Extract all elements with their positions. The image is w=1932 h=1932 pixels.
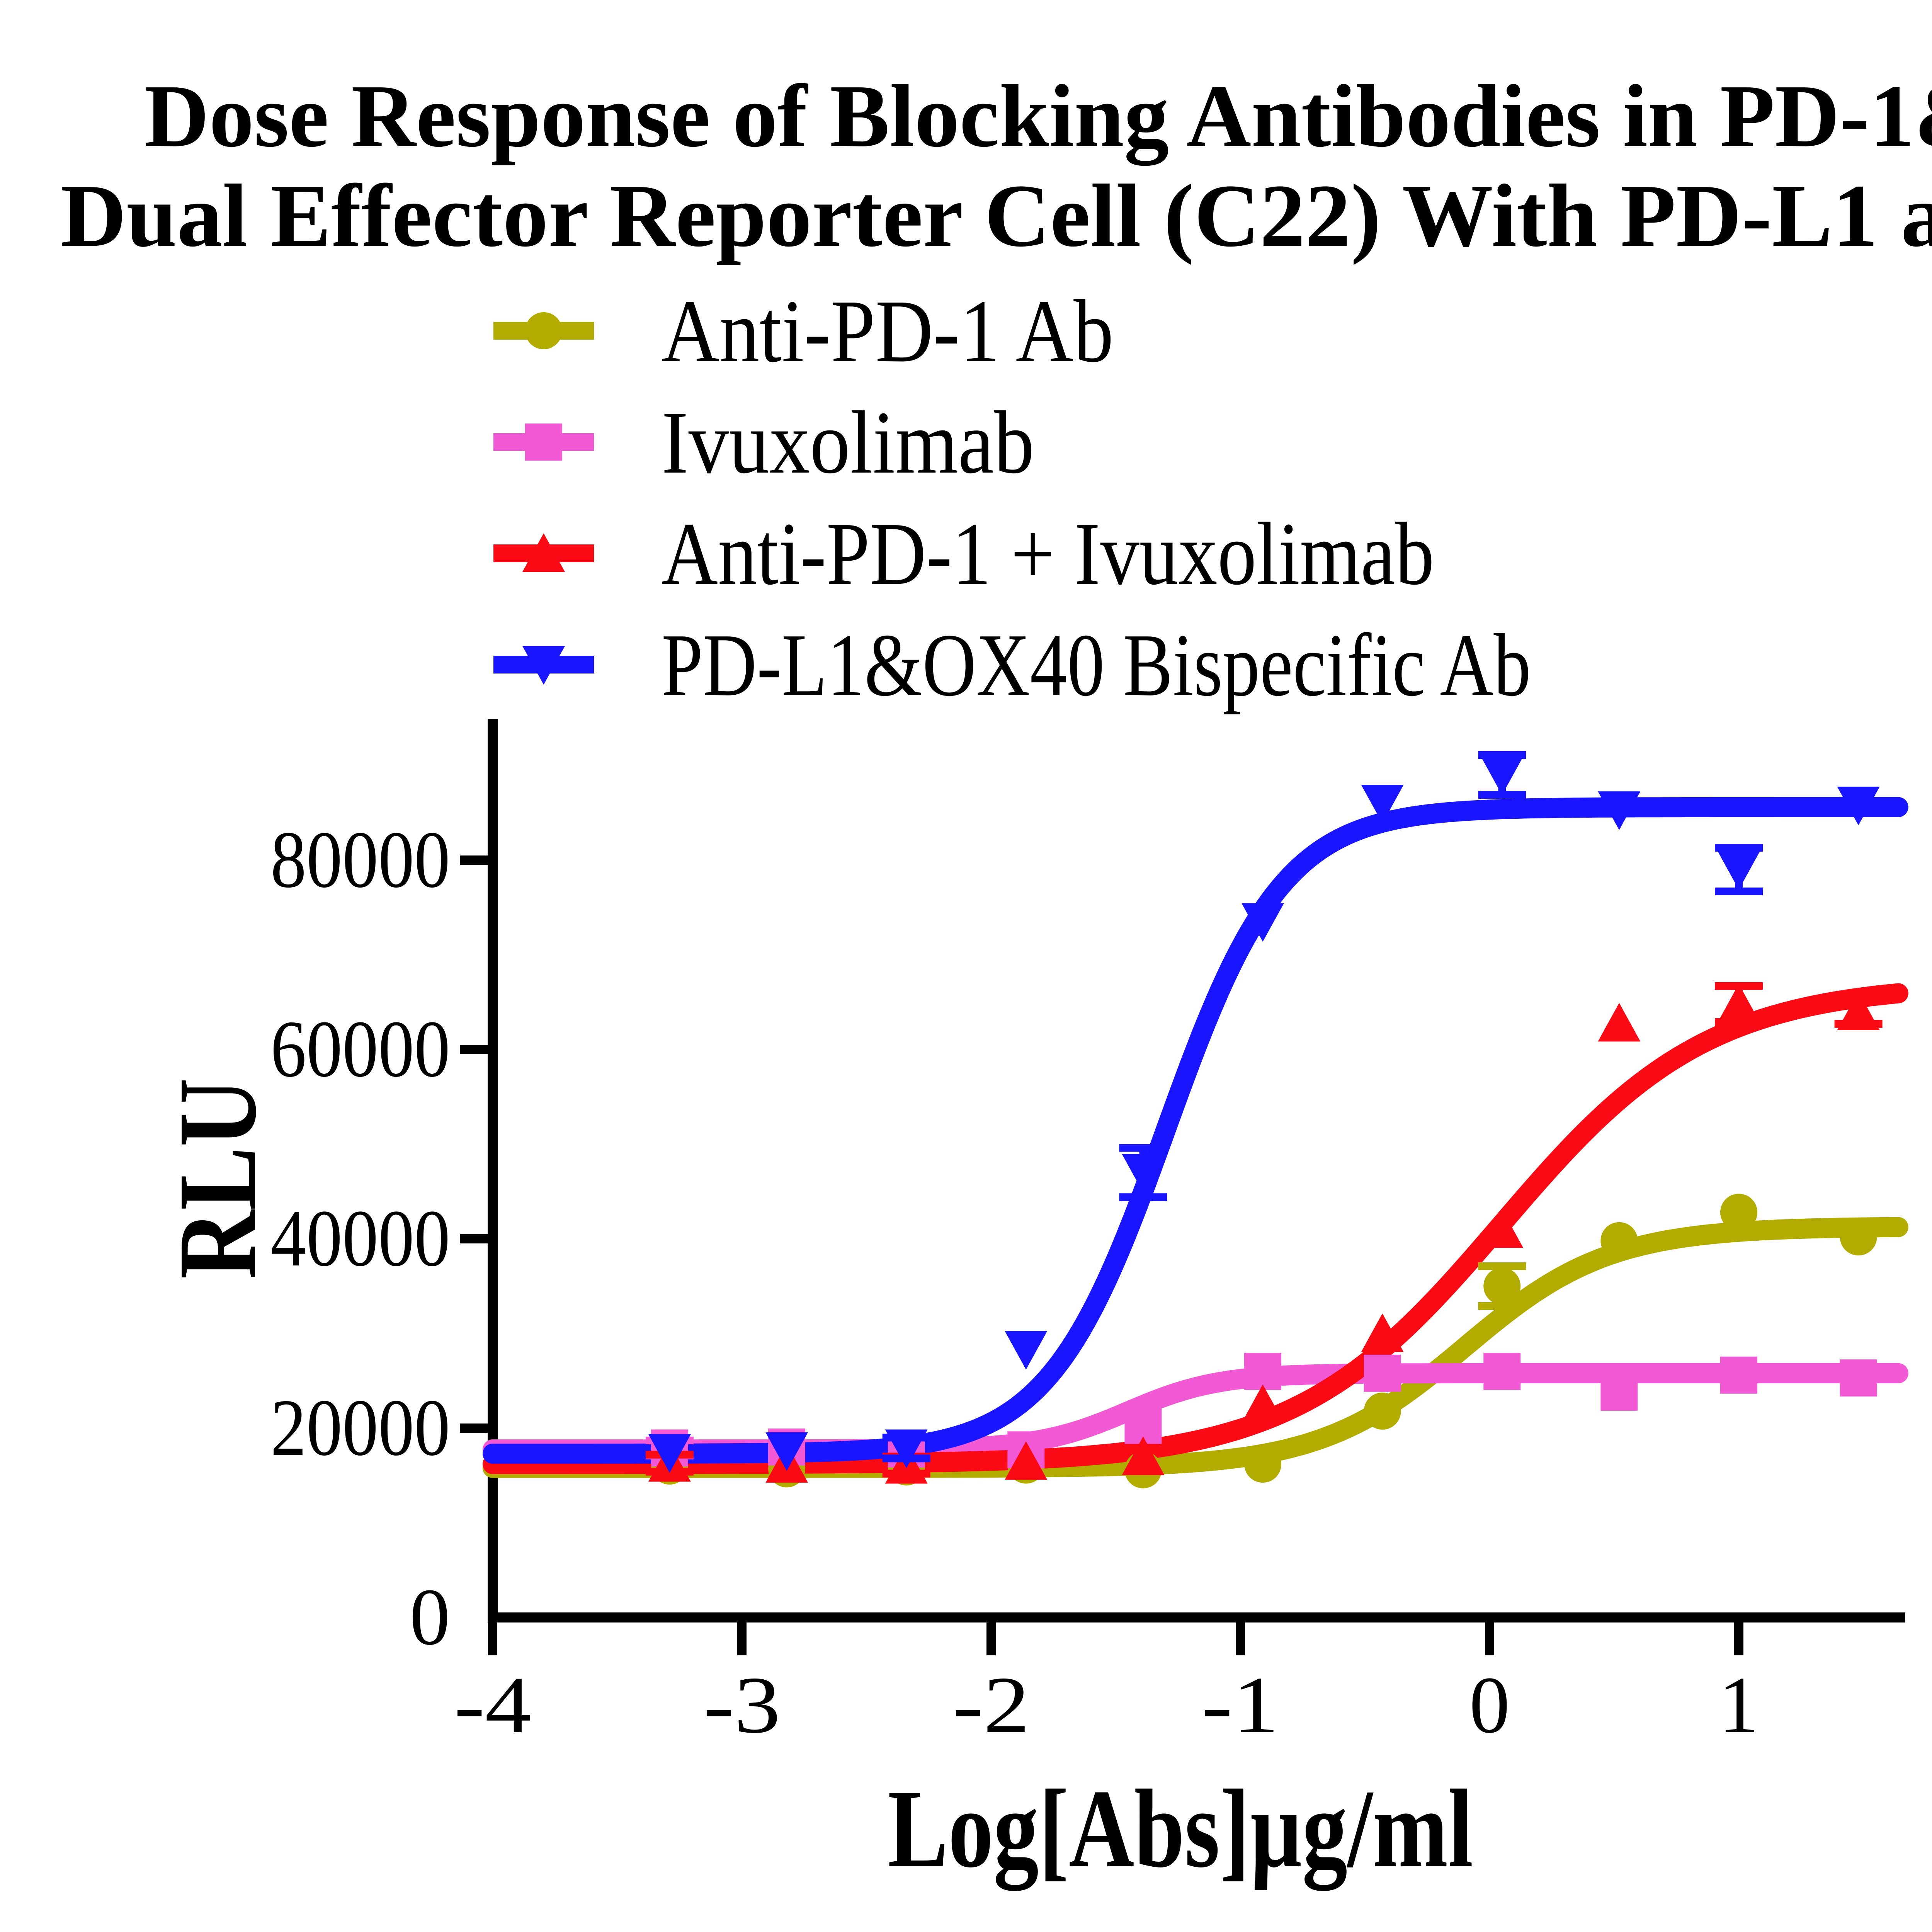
legend-label-anti-pd1-plus-ivuxolimab: Anti-PD-1 + Ivuxolimab bbox=[662, 504, 1434, 604]
data-point-pdl1-ox40-bispecific bbox=[1598, 791, 1641, 830]
fit-curve-pdl1-ox40-bispecific bbox=[483, 797, 1908, 1464]
legend-label-pdl1-ox40-bispecific: PD-L1&OX40 Bispecific Ab bbox=[662, 616, 1531, 715]
data-point-anti-pd1 bbox=[1600, 1222, 1638, 1259]
data-point-anti-pd1-plus-ivuxolimab bbox=[1361, 1313, 1404, 1352]
data-point-ivuxolimab bbox=[1720, 1356, 1757, 1394]
legend-triangle-down-marker-icon bbox=[522, 646, 565, 685]
y-tick-label-80000: 80000 bbox=[270, 815, 450, 905]
data-point-pdl1-ox40-bispecific bbox=[1242, 903, 1284, 942]
data-point-anti-pd1-plus-ivuxolimab bbox=[1481, 1209, 1524, 1248]
data-point-ivuxolimab bbox=[1244, 1353, 1282, 1390]
chart-title-line1: Dose Response of Blocking Antibodies in … bbox=[145, 66, 1932, 166]
data-point-ivuxolimab bbox=[1840, 1359, 1877, 1397]
data-point-anti-pd1-plus-ivuxolimab bbox=[1005, 1441, 1048, 1480]
data-point-pdl1-ox40-bispecific bbox=[1122, 1154, 1165, 1193]
data-point-anti-pd1-plus-ivuxolimab bbox=[1718, 984, 1760, 1023]
data-point-anti-pd1-plus-ivuxolimab bbox=[1242, 1384, 1284, 1423]
data-point-pdl1-ox40-bispecific bbox=[1837, 786, 1880, 825]
legend-item-pdl1-ox40-bispecific: PD-L1&OX40 Bispecific Ab bbox=[493, 616, 1531, 715]
data-point-pdl1-ox40-bispecific bbox=[885, 1429, 928, 1468]
data-point-ivuxolimab bbox=[1483, 1353, 1521, 1390]
data-point-anti-pd1 bbox=[1364, 1392, 1401, 1430]
data-point-ivuxolimab bbox=[1364, 1354, 1401, 1392]
legend-circle-marker-icon bbox=[525, 312, 562, 349]
legend: Anti-PD-1 Ab Ivuxolimab Anti-PD-1 + Ivux… bbox=[493, 282, 1531, 715]
plot-area bbox=[483, 751, 1908, 1488]
y-axis-title: RLU bbox=[155, 1078, 279, 1279]
legend-item-ivuxolimab: Ivuxolimab bbox=[493, 393, 1034, 492]
x-tick-label-0: 0 bbox=[1469, 1660, 1510, 1750]
data-point-anti-pd1 bbox=[1840, 1218, 1877, 1256]
data-point-pdl1-ox40-bispecific bbox=[765, 1432, 808, 1471]
y-tick-label-0: 0 bbox=[410, 1572, 450, 1662]
x-tick-label-minus1: -1 bbox=[1202, 1660, 1279, 1750]
x-axis-title: Log[Abs]µg/ml bbox=[888, 1767, 1473, 1893]
data-point-pdl1-ox40-bispecific bbox=[1005, 1331, 1048, 1370]
y-tick-label-40000: 40000 bbox=[270, 1194, 450, 1283]
x-tick-label-minus2: -2 bbox=[952, 1660, 1030, 1750]
legend-item-anti-pd1: Anti-PD-1 Ab bbox=[493, 282, 1114, 381]
data-point-anti-pd1 bbox=[1720, 1194, 1757, 1231]
data-point-anti-pd1-plus-ivuxolimab bbox=[1122, 1436, 1165, 1475]
data-point-ivuxolimab bbox=[1600, 1373, 1638, 1411]
data-point-anti-pd1-plus-ivuxolimab bbox=[1598, 1003, 1641, 1042]
x-tick-label-minus4: -4 bbox=[454, 1660, 531, 1750]
legend-triangle-up-marker-icon bbox=[522, 533, 565, 572]
data-point-pdl1-ox40-bispecific bbox=[648, 1434, 691, 1473]
y-tick-label-20000: 20000 bbox=[270, 1383, 450, 1473]
data-point-anti-pd1-plus-ivuxolimab bbox=[1837, 992, 1880, 1030]
y-tick-labels: 0 20000 40000 60000 80000 bbox=[270, 815, 450, 1662]
data-point-anti-pd1 bbox=[1244, 1446, 1282, 1483]
axes bbox=[460, 719, 1905, 1655]
legend-item-anti-pd1-plus-ivuxolimab: Anti-PD-1 + Ivuxolimab bbox=[493, 504, 1434, 604]
data-point-pdl1-ox40-bispecific bbox=[1718, 851, 1760, 890]
legend-label-anti-pd1: Anti-PD-1 Ab bbox=[662, 282, 1114, 381]
fit-curve-anti-pd1-plus-ivuxolimab bbox=[483, 983, 1908, 1474]
data-point-pdl1-ox40-bispecific bbox=[1481, 756, 1524, 795]
data-point-pdl1-ox40-bispecific bbox=[1361, 785, 1404, 823]
data-point-anti-pd1 bbox=[1483, 1267, 1521, 1305]
x-tick-label-minus3: -3 bbox=[703, 1660, 781, 1750]
legend-label-ivuxolimab: Ivuxolimab bbox=[662, 393, 1034, 492]
x-tick-labels: -4 -3 -2 -1 0 1 bbox=[454, 1660, 1759, 1750]
y-tick-label-60000: 60000 bbox=[270, 1004, 450, 1094]
legend-square-marker-icon bbox=[525, 423, 562, 461]
x-tick-label-1: 1 bbox=[1719, 1660, 1759, 1750]
chart-title-line2: Dual Effector Reporter Cell (C22) With P… bbox=[61, 166, 1932, 265]
